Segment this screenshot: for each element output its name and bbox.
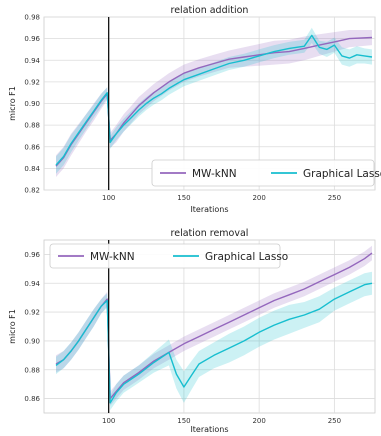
x-tick-label: 100	[102, 417, 115, 425]
legend-box	[49, 243, 281, 269]
x-tick-label: 100	[102, 194, 115, 202]
series-band-1	[56, 245, 372, 406]
x-axis-label: Iterations	[190, 205, 228, 214]
plot-area	[43, 239, 376, 414]
y-tick-label: 0.94	[24, 57, 40, 65]
y-tick-label: 0.96	[24, 35, 40, 43]
y-tick-label: 0.86	[24, 143, 40, 151]
y-axis-label: micro F1	[8, 309, 17, 344]
series-line-2	[55, 282, 373, 404]
x-tick-label: 150	[177, 417, 190, 425]
y-tick-label: 0.90	[24, 337, 40, 345]
legend-label: MW-kNN	[192, 168, 237, 180]
y-tick-label: 0.92	[24, 78, 40, 86]
y-tick-label: 0.96	[24, 251, 40, 259]
legend: MW-kNN Graphical Lasso	[151, 159, 381, 187]
chart-panel-2: 100 150 200 250 0.86 0.88 0.90 0.92 0.94 0.96 rela…	[8, 228, 376, 434]
y-tick-label: 0.94	[24, 280, 40, 288]
series-line-2	[55, 34, 373, 166]
y-tick-label: 0.82	[24, 187, 40, 195]
series-band-1	[56, 30, 372, 177]
x-tick-label: 200	[252, 194, 265, 202]
legend-label: MW-kNN	[90, 251, 135, 263]
y-tick-label: 0.84	[24, 165, 40, 173]
y-tick-label: 0.98	[24, 14, 40, 22]
y-tick-label: 0.86	[24, 395, 40, 403]
legend-label: Graphical Lasso	[205, 251, 288, 263]
x-tick-label: 200	[252, 417, 265, 425]
x-tick-label: 250	[328, 194, 341, 202]
y-tick-label: 0.92	[24, 309, 40, 317]
chart-title: relation addition	[171, 5, 249, 16]
y-tick-label: 0.88	[24, 366, 40, 374]
legend-label: Graphical Lasso	[303, 168, 381, 180]
y-tick-label: 0.90	[24, 100, 40, 108]
y-tick-label: 0.88	[24, 122, 40, 130]
x-axis-label: Iterations	[190, 425, 228, 432]
legend: MW-kNN Graphical Lasso	[49, 243, 288, 269]
legend-box	[151, 159, 375, 187]
y-axis-label: micro F1	[8, 86, 17, 121]
x-tick-label: 150	[177, 194, 190, 202]
chart-panel-1: 100 150 200 250 0.82 0.84 0.86 0.88 0.90 0.92 0.94…	[8, 5, 381, 214]
x-tick-label: 250	[328, 417, 341, 425]
chart-title: relation removal	[171, 228, 249, 239]
